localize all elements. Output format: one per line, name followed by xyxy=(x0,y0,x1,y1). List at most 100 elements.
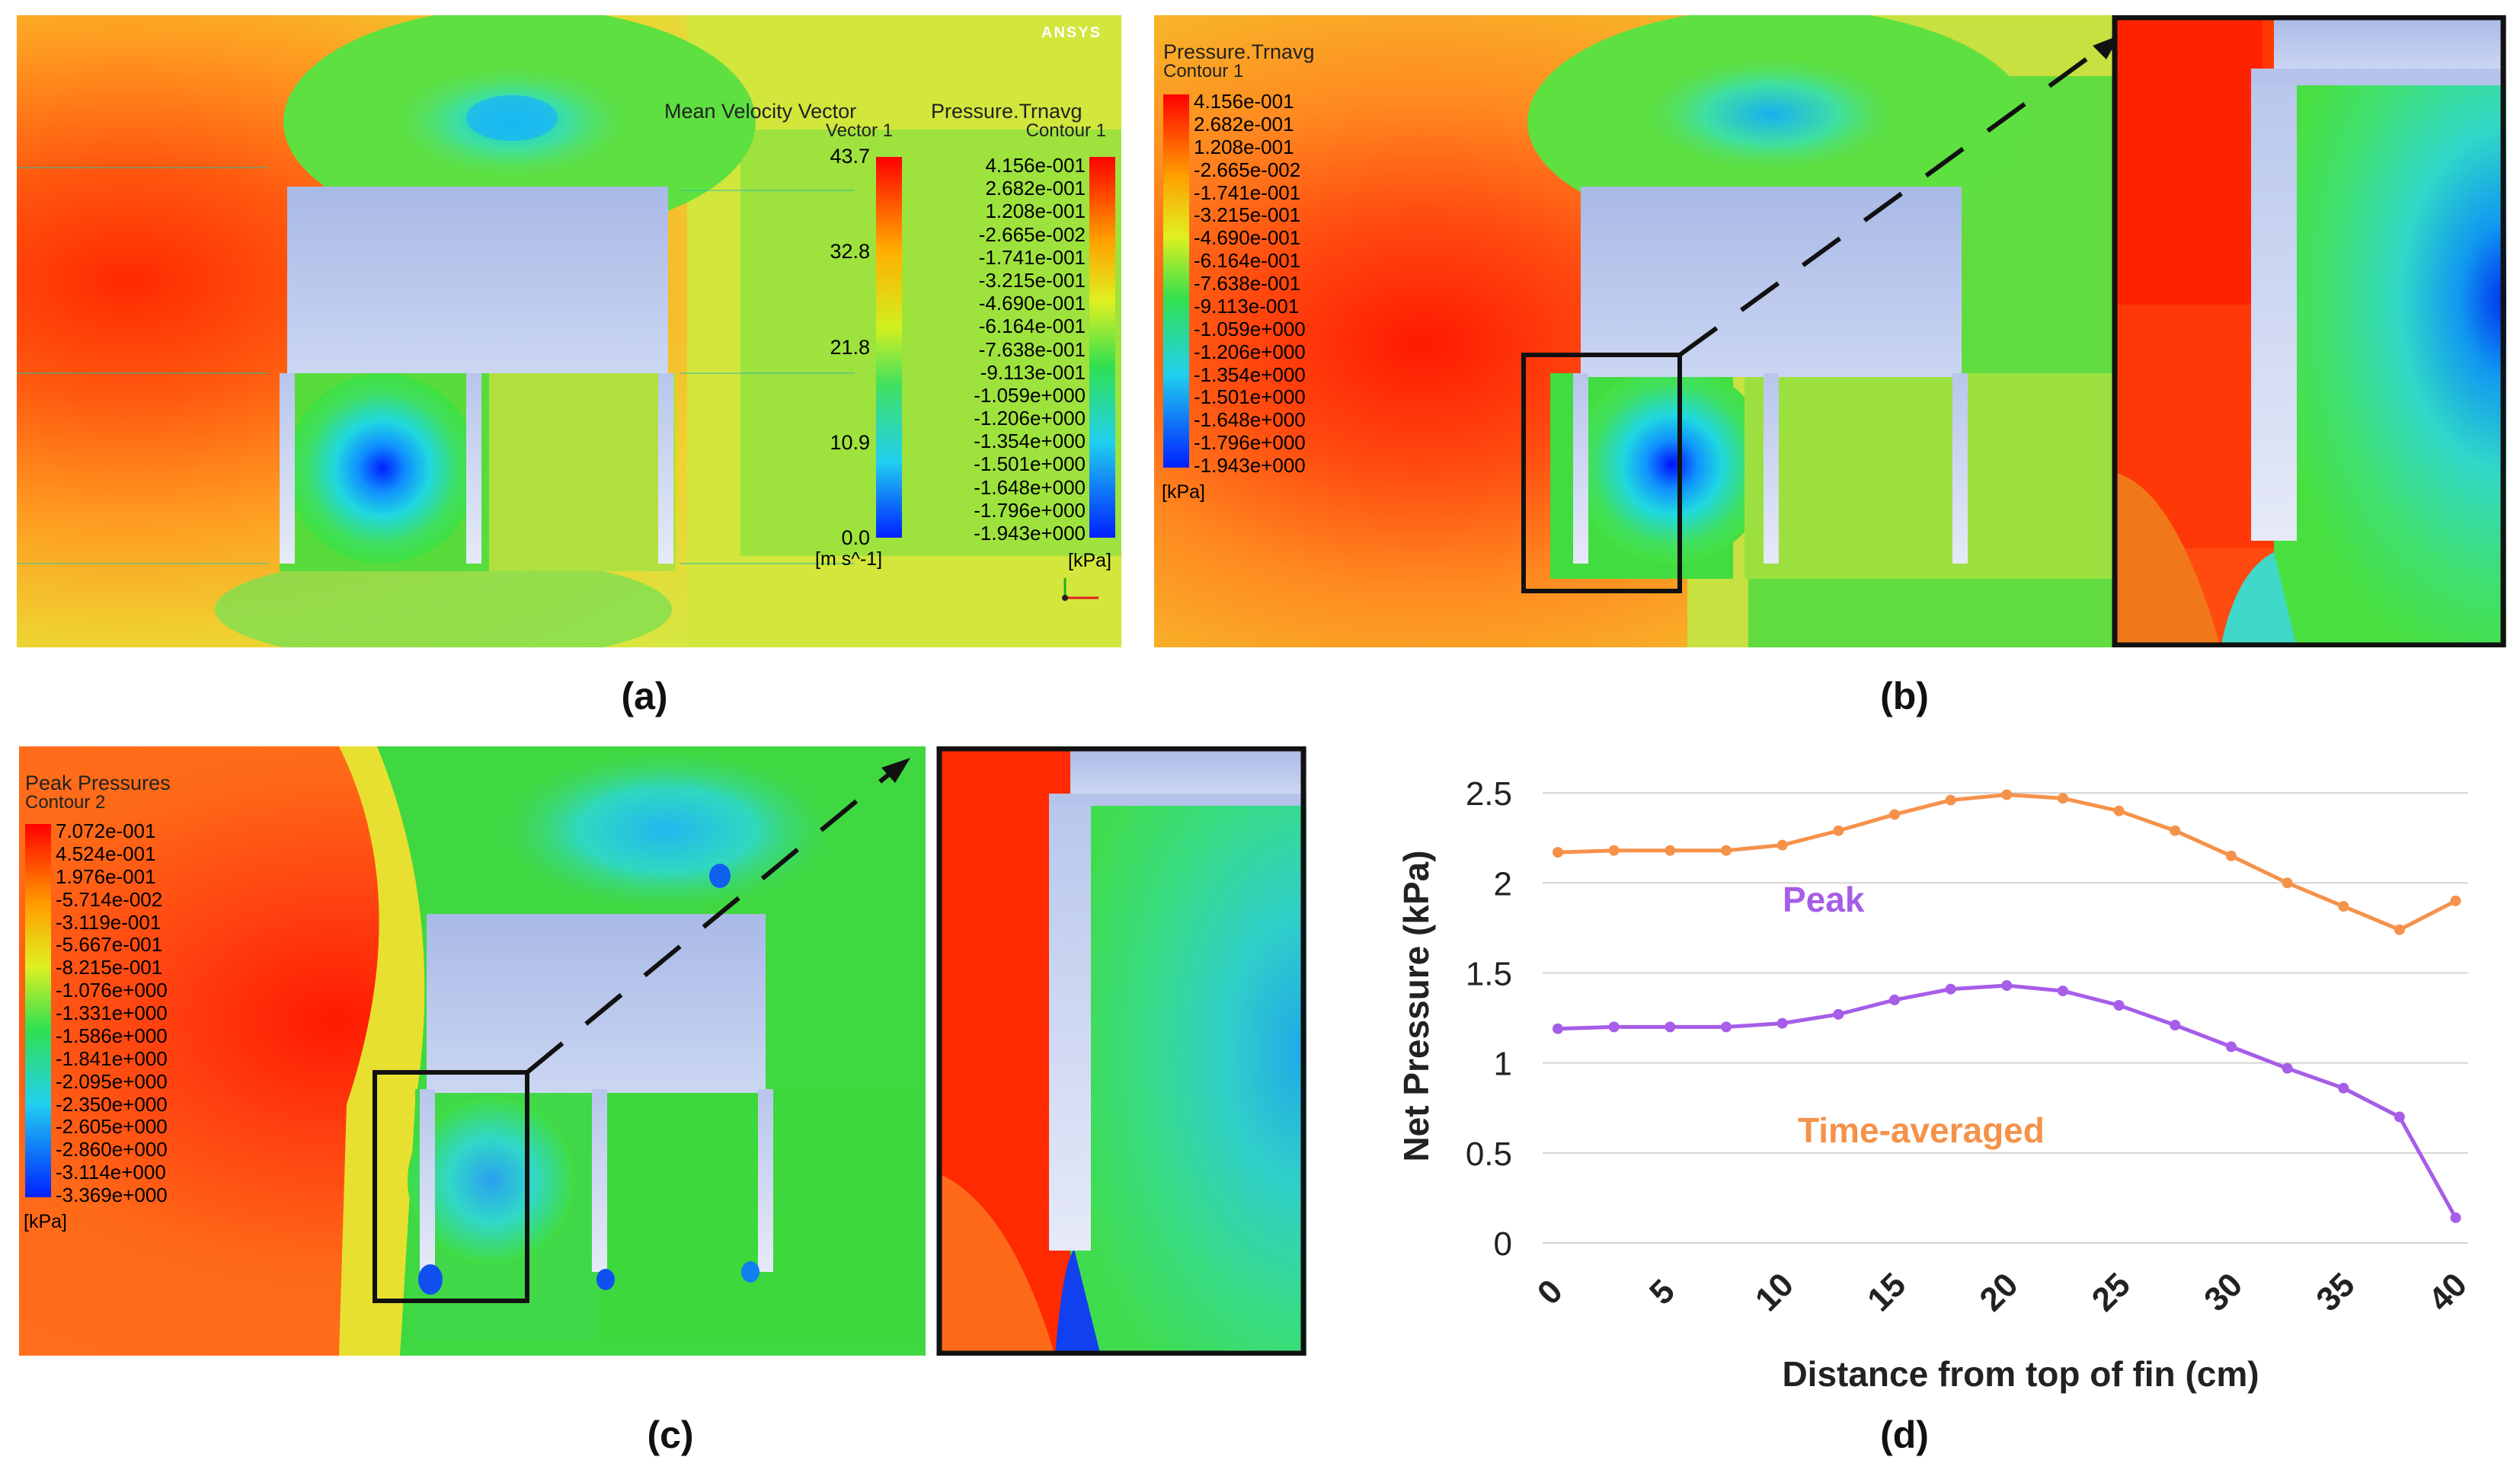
pressure-unit-b: [kPa] xyxy=(1162,481,1205,503)
pressure-unit-a: [kPa] xyxy=(1068,550,1111,571)
tick-label: 10.9 xyxy=(830,430,870,454)
tick-label: 4.156e-001 xyxy=(985,154,1086,177)
y-tick-label: 1.5 xyxy=(1466,955,1512,992)
tick-label: -1.648e+000 xyxy=(1194,408,1306,432)
caption-b: (b) xyxy=(1880,675,1929,717)
zoom-region-box xyxy=(373,1070,529,1303)
x-tick-label: 5 xyxy=(1642,1273,1682,1312)
tick-label: -1.796e+000 xyxy=(1194,431,1306,455)
legend-subtitle: Contour 1 xyxy=(1025,120,1106,141)
data-point xyxy=(2450,895,2461,906)
tick-label: -6.164e-001 xyxy=(978,315,1086,338)
data-point xyxy=(2001,980,2013,992)
fin xyxy=(658,373,673,564)
data-point xyxy=(2057,986,2068,997)
data-point xyxy=(2394,924,2405,935)
legend-title: Mean Velocity Vector xyxy=(664,100,857,123)
pressure-colorbar-b xyxy=(1163,94,1189,468)
data-point xyxy=(2057,793,2068,804)
data-point xyxy=(1888,809,1900,820)
tick-label: -9.113e-001 xyxy=(1194,294,1300,318)
data-point xyxy=(1608,1021,1620,1033)
tick-label: -7.638e-001 xyxy=(1194,272,1301,295)
tick-label: -2.860e+000 xyxy=(56,1138,168,1161)
data-point xyxy=(1945,794,1956,806)
x-tick-label: 35 xyxy=(2309,1266,2362,1318)
data-point xyxy=(1833,825,1844,836)
data-point xyxy=(1776,1018,1788,1029)
tick-label: -1.331e+000 xyxy=(56,1002,168,1024)
tick-label: -5.714e-002 xyxy=(56,887,163,911)
tick-label: -9.113e-001 xyxy=(980,360,1086,384)
velocity-colorbar xyxy=(876,157,902,538)
tick-label: 1.208e-001 xyxy=(985,200,1086,223)
building-body xyxy=(287,187,668,373)
tick-label: -1.076e+000 xyxy=(56,979,168,1002)
tick-label: 43.7 xyxy=(830,145,870,168)
legend-subtitle: Contour 2 xyxy=(25,792,106,813)
axis-triad-icon xyxy=(1062,578,1099,601)
velocity-legend: Mean Velocity Vector Vector 1 xyxy=(664,101,916,140)
tick-label: 1.976e-001 xyxy=(56,864,156,888)
building-body xyxy=(427,914,766,1093)
zoom-arrow xyxy=(526,767,897,1075)
x-tick-label: 15 xyxy=(1860,1266,1913,1318)
annotation-label: Peak xyxy=(1783,880,1865,919)
tick-label: -1.943e+000 xyxy=(974,522,1086,545)
data-point xyxy=(1553,1023,1563,1034)
panel-c-pressure-field xyxy=(19,746,1306,1356)
tick-label: -1.501e+000 xyxy=(1194,385,1306,409)
tick-label: -2.350e+000 xyxy=(56,1092,168,1116)
tick-label: -1.741e-001 xyxy=(1194,181,1301,204)
tick-label: -7.638e-001 xyxy=(978,337,1086,361)
x-tick-label: 20 xyxy=(1972,1266,2025,1318)
x-axis-label: Distance from top of fin (cm) xyxy=(1782,1354,2259,1394)
tick-label: -2.605e+000 xyxy=(56,1115,168,1139)
zoom-arrow xyxy=(1678,43,2106,357)
tick-label: -1.501e+000 xyxy=(974,452,1086,476)
data-point xyxy=(2170,825,2181,836)
tick-label: -1.648e+000 xyxy=(974,475,1086,499)
zoom-region-box xyxy=(1521,353,1682,593)
tick-label: 7.072e-001 xyxy=(56,819,156,842)
tick-label: -2.665e-002 xyxy=(1194,158,1301,181)
y-tick-label: 2.5 xyxy=(1466,775,1512,813)
series-line xyxy=(1557,983,2458,1219)
data-point xyxy=(2338,1082,2349,1094)
y-tick-label: 0.5 xyxy=(1466,1136,1512,1173)
tick-label: 4.524e-001 xyxy=(56,842,156,865)
y-tick-label: 0 xyxy=(1494,1225,1512,1263)
building-body xyxy=(1581,187,1962,377)
x-tick-label: 40 xyxy=(2422,1266,2474,1318)
fin xyxy=(420,1089,435,1272)
peak-pressure-legend: Peak Pressures Contour 2 xyxy=(25,772,223,812)
tick-label: -3.369e+000 xyxy=(56,1184,168,1206)
data-point xyxy=(1776,839,1788,851)
legend-title: Peak Pressures xyxy=(25,772,171,794)
panel-b-cfd-contour: Pressure.Trnavg Contour 1 4.156e-001 2.6… xyxy=(1154,15,2506,647)
x-tick-label: 25 xyxy=(2085,1266,2138,1318)
data-point xyxy=(1945,983,1956,995)
tick-label: -5.667e-001 xyxy=(56,933,163,957)
data-point xyxy=(1833,1008,1844,1020)
peak-pressure-unit: [kPa] xyxy=(24,1211,67,1232)
caption-d: (d) xyxy=(1880,1414,1929,1456)
tick-label: -1.354e+000 xyxy=(1194,363,1306,386)
data-point xyxy=(1608,845,1620,856)
legend-title: Pressure.Trnavg xyxy=(931,100,1083,123)
panel-b-pressure-field xyxy=(1154,15,2506,647)
data-point xyxy=(1665,1021,1676,1033)
legend-subtitle: Contour 1 xyxy=(1163,61,1244,81)
data-point xyxy=(2225,850,2237,861)
tick-label: -1.059e+000 xyxy=(1194,317,1306,340)
fin xyxy=(1952,373,1968,564)
peak-pressure-colorbar xyxy=(25,824,51,1197)
panel-c-cfd-contour: Peak Pressures Contour 2 7.072e-001 4.52… xyxy=(19,746,1306,1356)
panel-a-cfd-contour: ANSYS Mean Velocity Vector Vector 1 43.7… xyxy=(17,15,1121,647)
tick-label: -3.119e-001 xyxy=(56,910,161,934)
data-point xyxy=(2225,1041,2237,1053)
y-axis-label: Net Pressure (kPa) xyxy=(1396,850,1436,1161)
tick-label: 1.208e-001 xyxy=(1194,135,1294,158)
x-tick-label: 0 xyxy=(1530,1273,1570,1312)
tick-label: 0.0 xyxy=(841,526,870,549)
